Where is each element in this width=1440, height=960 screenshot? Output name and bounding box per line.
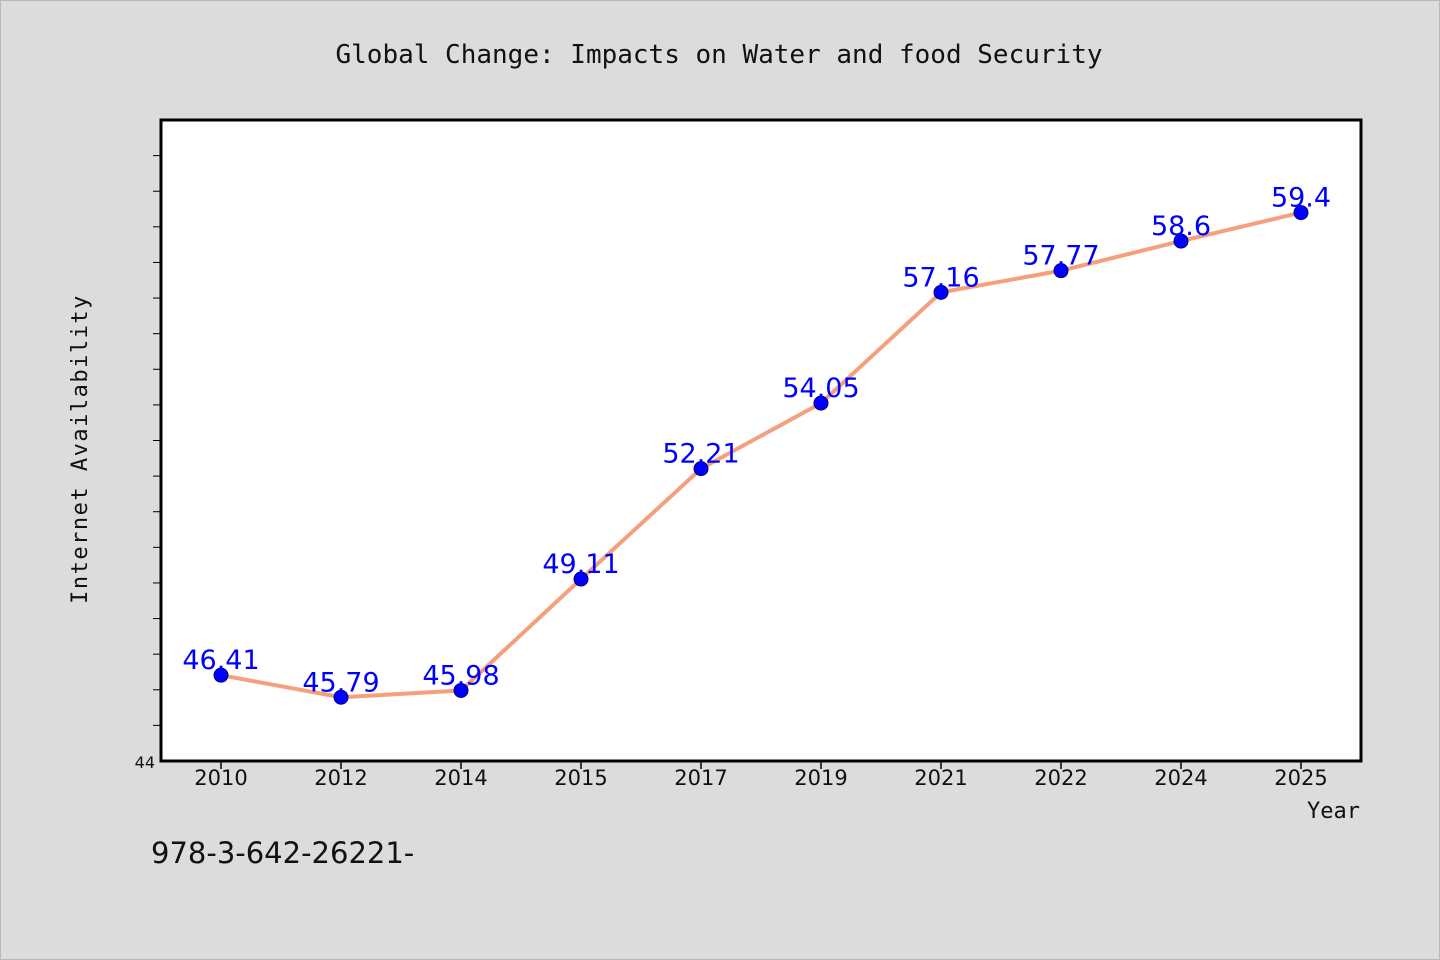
x-axis-label: Year — [1307, 799, 1360, 824]
x-tick-label: 2017 — [674, 766, 727, 790]
plot-area — [159, 118, 1363, 763]
x-tick-label: 2022 — [1034, 766, 1087, 790]
y-axis: 44 — [135, 155, 161, 772]
y-axis-label: Internet Availability — [68, 294, 93, 604]
data-point — [1053, 263, 1069, 279]
data-label: 45.79 — [302, 667, 379, 698]
data-point — [693, 461, 709, 477]
data-point — [213, 667, 229, 683]
x-tick-label: 2021 — [914, 766, 967, 790]
data-label: 57.77 — [1022, 241, 1099, 272]
x-tick-label: 2019 — [794, 766, 847, 790]
data-label: 59.4 — [1271, 183, 1331, 214]
data-point — [933, 284, 949, 300]
data-label: 49.11 — [542, 549, 619, 580]
chart-title: Global Change: Impacts on Water and food… — [335, 40, 1102, 70]
data-label: 57.16 — [902, 262, 979, 293]
data-label: 52.21 — [662, 439, 739, 470]
data-label: 45.98 — [422, 660, 499, 691]
data-label: 54.05 — [782, 373, 859, 404]
data-point — [453, 682, 469, 698]
data-point — [1293, 205, 1309, 221]
x-tick-label: 2025 — [1274, 766, 1327, 790]
y-tick-label: 44 — [135, 753, 155, 772]
series-line-group — [220, 210, 1302, 700]
data-point — [333, 689, 349, 705]
x-tick-label: 2024 — [1154, 766, 1207, 790]
x-tick-label: 2012 — [314, 766, 367, 790]
data-point — [573, 571, 589, 587]
footer-text: 978-3-642-26221- — [151, 836, 414, 870]
data-point — [813, 395, 829, 411]
x-axis: 2010 2012 2014 2015 2017 2019 2021 2022 2024 2025 — [194, 761, 1328, 790]
data-label: 46.41 — [182, 645, 259, 676]
marker-group — [213, 205, 1309, 705]
data-label-group: 46.41 45.79 45.98 49.11 52.21 54.05 57.16 57.77… — [182, 183, 1331, 699]
data-label: 58.6 — [1151, 211, 1211, 242]
x-tick-label: 2015 — [554, 766, 607, 790]
x-tick-label: 2010 — [194, 766, 247, 790]
x-tick-label: 2014 — [434, 766, 487, 790]
series-line — [220, 210, 1302, 700]
data-point — [1173, 233, 1189, 249]
